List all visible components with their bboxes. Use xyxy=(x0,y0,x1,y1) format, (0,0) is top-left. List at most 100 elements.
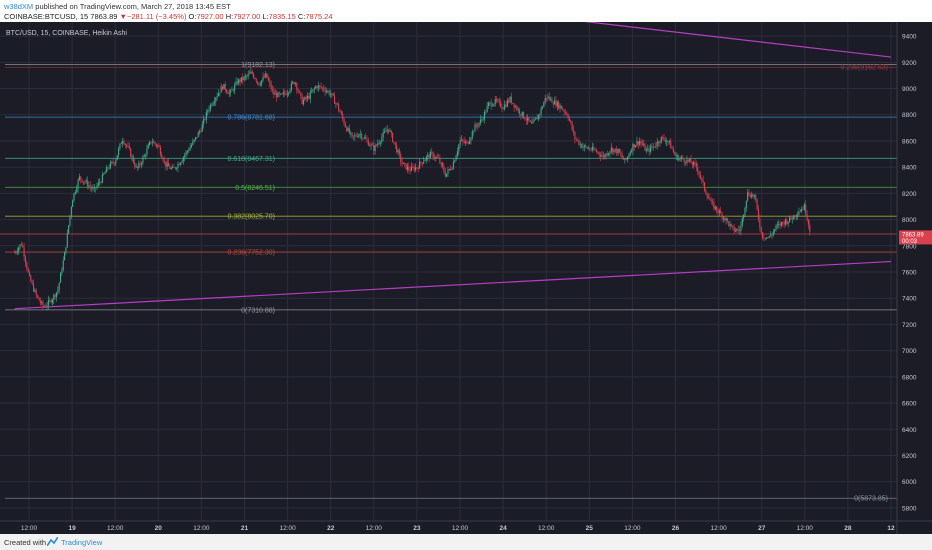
candle-body xyxy=(497,100,499,102)
candle-body xyxy=(294,83,296,84)
candle-body xyxy=(424,159,426,162)
price-change: −281.11 (−3.45%) xyxy=(126,12,187,21)
candle-body xyxy=(182,157,184,162)
candle-body xyxy=(612,147,614,153)
candle-body xyxy=(590,149,592,151)
candle-body xyxy=(401,161,403,164)
candle-body xyxy=(475,124,477,126)
candle-body xyxy=(721,213,723,219)
candle-body xyxy=(74,192,76,194)
price-tick-label: 6400 xyxy=(902,427,917,434)
candle-body xyxy=(203,118,205,125)
candle-body xyxy=(444,172,446,177)
candle-body xyxy=(462,139,464,142)
fib-level-label: 0.786(8781.68) xyxy=(228,115,275,122)
time-tick-label: 12:00 xyxy=(107,525,124,532)
candle-body xyxy=(528,117,530,121)
candle-body xyxy=(379,141,382,144)
candle-body xyxy=(663,137,665,140)
candle-body xyxy=(388,129,390,132)
candle-body xyxy=(19,244,21,248)
candle-body xyxy=(31,281,33,284)
candle-body xyxy=(385,131,387,132)
candle-body xyxy=(670,140,672,149)
candle-body xyxy=(771,234,773,236)
candle-body xyxy=(659,142,661,144)
candle-body xyxy=(679,157,681,159)
candle-body xyxy=(209,104,211,110)
candle-body xyxy=(37,295,39,297)
candle-body xyxy=(147,145,149,149)
candle-body xyxy=(655,145,657,147)
candle-body xyxy=(97,182,99,186)
time-tick-label: 20 xyxy=(155,525,163,532)
candle-body xyxy=(103,173,105,175)
candle-body xyxy=(26,262,28,269)
candle-body xyxy=(432,152,434,158)
candle-body xyxy=(49,300,51,301)
candle-body xyxy=(188,150,190,152)
candle-body xyxy=(671,148,673,150)
candle-body xyxy=(435,156,437,158)
candle-body xyxy=(644,144,646,151)
candle-body xyxy=(790,217,792,220)
candle-body xyxy=(741,217,743,226)
candle-body xyxy=(163,160,166,162)
candle-body xyxy=(104,172,106,174)
candle-body xyxy=(567,115,569,119)
candle-body xyxy=(610,147,612,152)
candle-body xyxy=(257,81,259,83)
price-tick-label: 8400 xyxy=(902,165,917,172)
candle-body xyxy=(78,176,80,180)
candle-body xyxy=(717,210,719,213)
candle-body xyxy=(185,151,187,156)
time-tick-label: 24 xyxy=(499,525,507,532)
price-chart[interactable]: 1(9182.13) 0.786(8781.68) 0.618(8467.31) 0.… xyxy=(0,22,932,534)
price-tick-label: 8600 xyxy=(902,138,917,145)
candle-body xyxy=(713,202,715,209)
chart-title: BTC/USD, 15, COINBASE, Heikin Ashi xyxy=(6,30,127,37)
candle-body xyxy=(539,114,541,116)
candle-body xyxy=(172,167,174,168)
candle-body xyxy=(338,104,340,111)
candle-body xyxy=(794,215,796,217)
candle-body xyxy=(69,215,71,226)
candle-body xyxy=(412,166,414,168)
candle-body xyxy=(806,213,808,220)
candle-body xyxy=(205,111,207,120)
candle-body xyxy=(362,138,364,140)
candle-body xyxy=(343,118,345,125)
candle-body xyxy=(116,155,118,160)
candle-body xyxy=(101,174,103,183)
author-name[interactable]: w38dXM xyxy=(4,2,34,11)
candle-body xyxy=(355,135,357,137)
candle-body xyxy=(255,79,257,82)
tradingview-link[interactable]: TradingView xyxy=(61,538,103,547)
price-tick-label: 6800 xyxy=(902,374,917,381)
price-axis[interactable]: 5800 6000 6200 6400 6600 6800 7000 7200 7400 7600… xyxy=(902,34,917,513)
candle-body xyxy=(66,233,68,248)
candle-body xyxy=(212,103,214,106)
candle-body xyxy=(726,218,728,222)
candle-body xyxy=(320,86,322,88)
candle-body xyxy=(53,294,55,300)
last-price-label: 7863.89 xyxy=(902,232,924,238)
candle-body xyxy=(281,93,283,95)
candle-body xyxy=(246,75,248,77)
candle-body xyxy=(373,145,375,152)
chart-grid xyxy=(0,22,897,521)
candle-body xyxy=(24,256,26,263)
candle-body xyxy=(464,141,467,143)
candle-body xyxy=(676,154,679,161)
candle-body xyxy=(666,141,668,143)
time-axis[interactable]: 12:00 19 12:00 20 12:00 21 12:00 22 12:00 23 12:00… xyxy=(21,525,895,532)
candle-body xyxy=(668,140,670,142)
candle-body xyxy=(732,225,734,228)
candle-body xyxy=(778,223,780,225)
candle-body xyxy=(651,146,653,148)
candle-body xyxy=(452,162,454,169)
candle-body xyxy=(605,153,607,158)
candle-body xyxy=(111,161,113,163)
candle-body xyxy=(527,117,529,121)
candle-body xyxy=(516,106,518,111)
